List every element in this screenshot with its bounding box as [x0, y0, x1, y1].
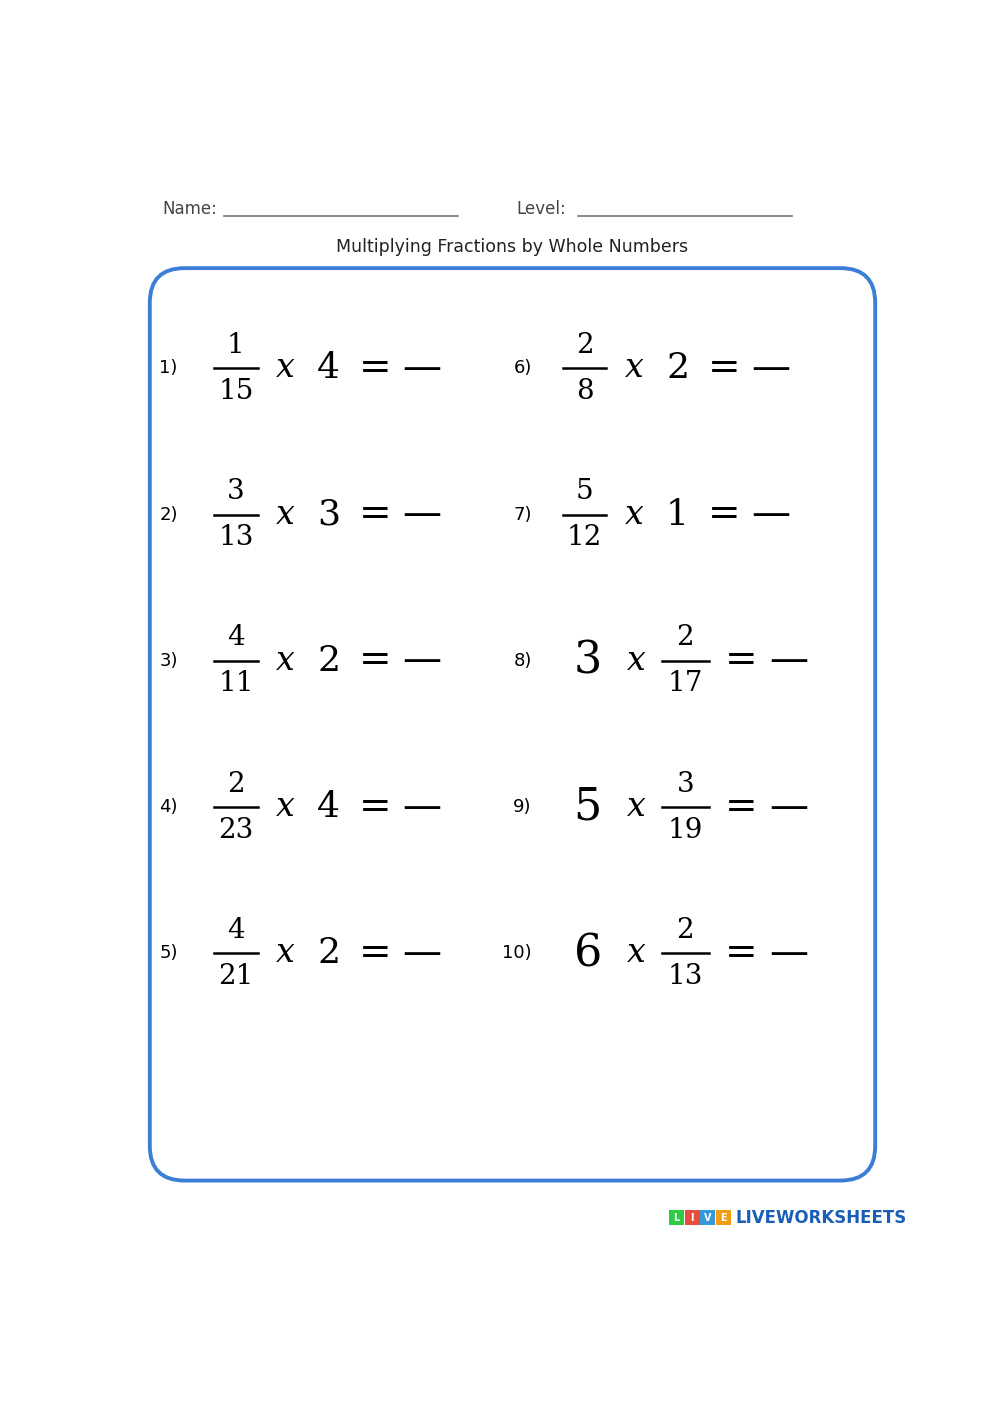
Text: 6: 6 — [574, 931, 602, 975]
Text: 4: 4 — [317, 352, 340, 386]
Text: 21: 21 — [218, 964, 254, 991]
FancyBboxPatch shape — [669, 1210, 684, 1225]
Text: 3: 3 — [574, 639, 602, 682]
Text: =: = — [708, 496, 740, 533]
Text: —: — — [751, 496, 790, 533]
Text: x: x — [276, 352, 295, 384]
Text: =: = — [359, 496, 392, 533]
Text: Multiplying Fractions by Whole Numbers: Multiplying Fractions by Whole Numbers — [336, 239, 689, 256]
Text: 2: 2 — [666, 352, 689, 386]
Text: =: = — [359, 935, 392, 972]
Text: 3: 3 — [227, 478, 245, 504]
FancyBboxPatch shape — [716, 1210, 731, 1225]
Text: 5): 5) — [159, 944, 178, 962]
Text: 2: 2 — [677, 625, 694, 651]
Text: 9): 9) — [513, 798, 532, 817]
Text: =: = — [359, 788, 392, 825]
Text: 2): 2) — [159, 506, 178, 524]
Text: 4): 4) — [159, 798, 178, 817]
Text: 11: 11 — [218, 670, 254, 698]
Text: x: x — [625, 352, 644, 384]
Text: 3): 3) — [159, 651, 178, 670]
Text: —: — — [402, 496, 441, 533]
FancyBboxPatch shape — [700, 1210, 715, 1225]
Text: x: x — [276, 937, 295, 969]
Text: I: I — [690, 1212, 694, 1222]
FancyBboxPatch shape — [150, 268, 875, 1181]
Text: =: = — [359, 350, 392, 387]
Text: x: x — [276, 644, 295, 677]
Text: 10): 10) — [502, 944, 532, 962]
Text: x: x — [627, 791, 646, 824]
Text: 4: 4 — [227, 917, 245, 944]
Text: 3: 3 — [677, 770, 694, 797]
Text: —: — — [751, 350, 790, 387]
Text: LIVEWORKSHEETS: LIVEWORKSHEETS — [736, 1208, 907, 1226]
Text: 15: 15 — [218, 377, 254, 404]
Text: 6): 6) — [514, 359, 532, 377]
Text: 2: 2 — [317, 644, 340, 678]
Text: Name:: Name: — [162, 199, 217, 218]
Text: 1): 1) — [159, 359, 178, 377]
Text: 8): 8) — [514, 651, 532, 670]
Text: L: L — [673, 1212, 680, 1222]
Text: 19: 19 — [668, 817, 703, 844]
Text: =: = — [708, 350, 740, 387]
Text: =: = — [725, 935, 757, 972]
Text: x: x — [627, 937, 646, 969]
FancyBboxPatch shape — [685, 1210, 700, 1225]
Text: =: = — [359, 643, 392, 680]
Text: x: x — [276, 499, 295, 530]
Text: 2: 2 — [227, 770, 245, 797]
Text: 1: 1 — [227, 332, 245, 359]
Text: 1: 1 — [666, 497, 689, 531]
Text: 13: 13 — [668, 964, 703, 991]
Text: Level:: Level: — [516, 199, 566, 218]
Text: 2: 2 — [317, 937, 340, 971]
Text: 2: 2 — [677, 917, 694, 944]
Text: —: — — [770, 788, 809, 825]
Text: 5: 5 — [576, 478, 593, 504]
Text: 2: 2 — [576, 332, 593, 359]
Text: E: E — [720, 1212, 726, 1222]
Text: =: = — [725, 643, 757, 680]
Text: 7): 7) — [513, 506, 532, 524]
Text: 4: 4 — [317, 790, 340, 824]
Text: 17: 17 — [668, 670, 703, 698]
Text: x: x — [625, 499, 644, 530]
Text: —: — — [402, 935, 441, 972]
Text: 4: 4 — [227, 625, 245, 651]
Text: 23: 23 — [218, 817, 253, 844]
Text: —: — — [770, 643, 809, 680]
Text: V: V — [704, 1212, 711, 1222]
Text: —: — — [402, 350, 441, 387]
Text: x: x — [276, 791, 295, 824]
Text: 12: 12 — [567, 524, 602, 551]
Text: —: — — [770, 935, 809, 972]
Text: —: — — [402, 788, 441, 825]
Text: =: = — [725, 788, 757, 825]
Text: —: — — [402, 643, 441, 680]
Text: 8: 8 — [576, 377, 593, 404]
Text: 5: 5 — [574, 786, 602, 828]
Text: 13: 13 — [218, 524, 254, 551]
Text: x: x — [627, 644, 646, 677]
Text: 3: 3 — [317, 497, 340, 531]
